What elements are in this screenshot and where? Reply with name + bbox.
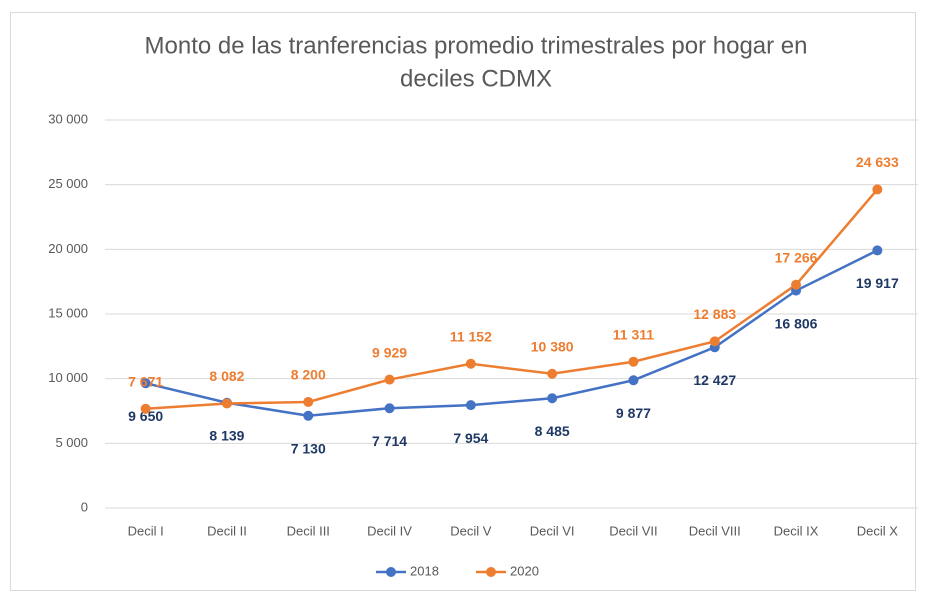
y-tick-label: 10 000 bbox=[48, 370, 88, 385]
point bbox=[303, 396, 314, 407]
point bbox=[303, 410, 314, 421]
series-line bbox=[145, 249, 878, 418]
chart-border bbox=[10, 12, 916, 591]
data-label: 16 806 bbox=[775, 315, 818, 331]
point bbox=[384, 403, 395, 414]
point bbox=[628, 356, 639, 367]
y-tick-label: 30 000 bbox=[48, 111, 88, 126]
chart-title: deciles CDMX bbox=[400, 65, 552, 92]
y-tick-label: 15 000 bbox=[48, 305, 88, 320]
data-label: 7 130 bbox=[291, 440, 326, 456]
legend-marker bbox=[386, 567, 396, 577]
data-label: 7 671 bbox=[128, 373, 163, 389]
x-tick-label: Decil VIII bbox=[689, 523, 741, 538]
point bbox=[791, 279, 802, 290]
data-label: 9 929 bbox=[372, 344, 407, 360]
data-label: 11 152 bbox=[450, 328, 492, 344]
data-label: 7 714 bbox=[372, 433, 407, 449]
legend-label: 2020 bbox=[510, 563, 539, 578]
x-tick-label: Decil IV bbox=[367, 523, 412, 538]
point bbox=[547, 368, 558, 379]
point bbox=[547, 393, 558, 404]
data-label: 24 633 bbox=[856, 154, 899, 170]
point bbox=[140, 403, 151, 414]
data-label: 19 917 bbox=[856, 275, 899, 291]
data-label: 8 082 bbox=[209, 368, 244, 384]
point bbox=[465, 358, 476, 369]
data-label: 10 380 bbox=[531, 338, 574, 354]
data-label: 8 200 bbox=[291, 367, 326, 383]
data-label: 17 266 bbox=[775, 249, 818, 265]
point bbox=[221, 398, 232, 409]
x-tick-label: Decil IX bbox=[774, 523, 819, 538]
legend-marker bbox=[486, 567, 496, 577]
y-tick-label: 20 000 bbox=[48, 241, 88, 256]
x-tick-label: Decil II bbox=[207, 523, 247, 538]
data-label: 7 954 bbox=[453, 430, 488, 446]
x-tick-label: Decil I bbox=[128, 523, 164, 538]
data-label: 12 427 bbox=[693, 372, 736, 388]
point bbox=[465, 400, 476, 411]
legend-label: 2018 bbox=[410, 563, 439, 578]
data-label: 8 485 bbox=[535, 423, 570, 439]
y-tick-label: 0 bbox=[81, 499, 88, 514]
y-tick-label: 5 000 bbox=[55, 435, 88, 450]
x-tick-label: Decil VII bbox=[609, 523, 657, 538]
point bbox=[384, 374, 395, 385]
chart-title: Monto de las tranferencias promedio trim… bbox=[145, 32, 808, 59]
data-label: 11 311 bbox=[613, 326, 654, 342]
point bbox=[709, 336, 720, 347]
data-label: 9 877 bbox=[616, 405, 651, 421]
point bbox=[628, 375, 639, 386]
data-label: 12 883 bbox=[693, 306, 736, 322]
point bbox=[872, 245, 883, 256]
x-tick-label: Decil V bbox=[450, 523, 492, 538]
series-line bbox=[145, 188, 879, 411]
data-label: 8 139 bbox=[209, 427, 244, 443]
x-tick-label: Decil VI bbox=[530, 523, 575, 538]
point bbox=[872, 184, 883, 195]
y-tick-label: 25 000 bbox=[48, 176, 88, 191]
point bbox=[140, 378, 151, 389]
x-tick-label: Decil X bbox=[857, 523, 899, 538]
x-tick-label: Decil III bbox=[287, 523, 330, 538]
data-label: 9 650 bbox=[128, 408, 163, 424]
